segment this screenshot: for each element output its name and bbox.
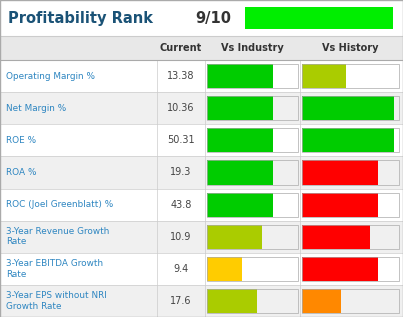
- Bar: [0, 189, 403, 221]
- Bar: [207, 192, 298, 217]
- Text: Net Margin %: Net Margin %: [6, 104, 66, 113]
- Bar: [207, 160, 272, 184]
- Text: 9/10: 9/10: [195, 10, 231, 25]
- Text: 3-Year Revenue Growth
Rate: 3-Year Revenue Growth Rate: [6, 227, 109, 246]
- Bar: [207, 64, 298, 88]
- Bar: [0, 0, 403, 36]
- Bar: [207, 160, 298, 184]
- Text: Operating Margin %: Operating Margin %: [6, 72, 95, 81]
- Text: 17.6: 17.6: [170, 296, 192, 306]
- Text: Profitability Rank: Profitability Rank: [8, 10, 153, 25]
- Bar: [0, 36, 403, 60]
- Text: ROC (Joel Greenblatt) %: ROC (Joel Greenblatt) %: [6, 200, 113, 209]
- Bar: [302, 128, 399, 152]
- Bar: [207, 192, 272, 217]
- Text: 9.4: 9.4: [173, 264, 189, 274]
- Text: Current: Current: [160, 43, 202, 53]
- Bar: [0, 285, 403, 317]
- Bar: [302, 160, 399, 184]
- Bar: [207, 289, 298, 313]
- Bar: [207, 257, 298, 281]
- Bar: [207, 289, 257, 313]
- Bar: [302, 225, 370, 249]
- Bar: [302, 128, 394, 152]
- Bar: [207, 225, 262, 249]
- Bar: [302, 257, 378, 281]
- Bar: [302, 192, 378, 217]
- Bar: [207, 225, 298, 249]
- Bar: [207, 96, 298, 120]
- Text: 19.3: 19.3: [170, 167, 192, 178]
- Text: Vs History: Vs History: [322, 43, 379, 53]
- Text: 50.31: 50.31: [167, 135, 195, 145]
- Text: 10.9: 10.9: [170, 232, 192, 242]
- Text: ROE %: ROE %: [6, 136, 36, 145]
- Bar: [207, 128, 272, 152]
- Bar: [0, 92, 403, 124]
- Bar: [302, 64, 346, 88]
- Text: 3-Year EPS without NRI
Growth Rate: 3-Year EPS without NRI Growth Rate: [6, 291, 107, 311]
- Bar: [302, 160, 378, 184]
- Bar: [302, 289, 341, 313]
- Text: ROA %: ROA %: [6, 168, 37, 177]
- Bar: [302, 192, 399, 217]
- Text: 3-Year EBITDA Growth
Rate: 3-Year EBITDA Growth Rate: [6, 259, 103, 279]
- Bar: [0, 60, 403, 92]
- Text: 13.38: 13.38: [167, 71, 195, 81]
- Bar: [0, 253, 403, 285]
- Bar: [207, 128, 298, 152]
- Text: Vs Industry: Vs Industry: [221, 43, 284, 53]
- Bar: [0, 156, 403, 189]
- Text: 10.36: 10.36: [167, 103, 195, 113]
- Bar: [302, 64, 399, 88]
- Bar: [302, 96, 394, 120]
- Bar: [207, 257, 241, 281]
- Text: 43.8: 43.8: [170, 200, 192, 210]
- Bar: [302, 225, 399, 249]
- Bar: [245, 7, 393, 29]
- Bar: [0, 221, 403, 253]
- Bar: [302, 257, 399, 281]
- Bar: [207, 96, 272, 120]
- Bar: [0, 124, 403, 156]
- Bar: [302, 289, 399, 313]
- Bar: [302, 96, 399, 120]
- Bar: [207, 64, 272, 88]
